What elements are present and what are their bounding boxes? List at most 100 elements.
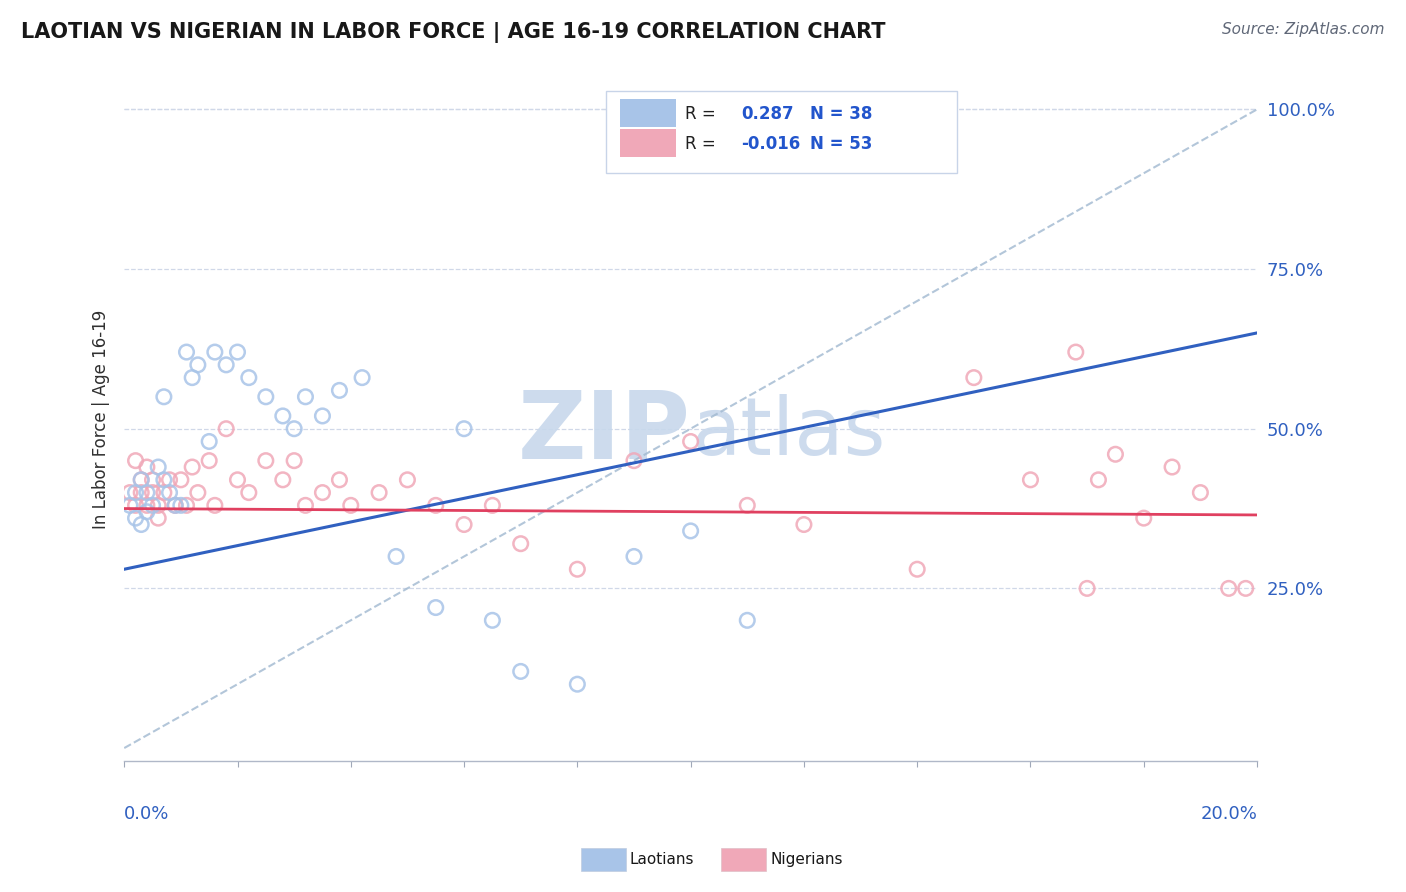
Point <box>328 473 350 487</box>
Point <box>1019 473 1042 487</box>
Text: N = 53: N = 53 <box>810 135 872 153</box>
Point <box>135 505 157 519</box>
Point <box>481 499 503 513</box>
Point <box>328 384 350 398</box>
Point <box>129 485 152 500</box>
Point <box>187 485 209 500</box>
Point <box>135 485 157 500</box>
Point <box>159 485 181 500</box>
Point <box>623 549 645 564</box>
Point <box>129 473 152 487</box>
Point <box>567 677 589 691</box>
FancyBboxPatch shape <box>620 99 676 128</box>
Point <box>735 613 758 627</box>
Point <box>254 390 277 404</box>
Point <box>124 499 146 513</box>
Point <box>679 434 702 449</box>
Point <box>368 485 391 500</box>
Point <box>148 460 170 475</box>
Point <box>1132 511 1154 525</box>
Point <box>153 390 176 404</box>
Text: atlas: atlas <box>690 393 884 472</box>
Point <box>453 422 475 436</box>
Point <box>176 499 198 513</box>
Point <box>215 358 238 372</box>
Point <box>352 370 374 384</box>
Text: R =: R = <box>685 104 716 123</box>
Text: Source: ZipAtlas.com: Source: ZipAtlas.com <box>1222 22 1385 37</box>
Point <box>118 499 141 513</box>
Point <box>509 665 531 679</box>
Point <box>141 499 163 513</box>
Point <box>1087 473 1109 487</box>
Point <box>148 511 170 525</box>
Point <box>679 524 702 538</box>
FancyBboxPatch shape <box>620 128 676 157</box>
Point <box>129 473 152 487</box>
Point <box>254 453 277 467</box>
Point <box>283 453 305 467</box>
Point <box>294 499 316 513</box>
Point <box>153 485 176 500</box>
Point <box>238 370 260 384</box>
Point <box>793 517 815 532</box>
Point <box>118 485 141 500</box>
Point <box>1076 582 1098 596</box>
Point <box>153 473 176 487</box>
Y-axis label: In Labor Force | Age 16-19: In Labor Force | Age 16-19 <box>93 310 110 529</box>
Point <box>271 473 294 487</box>
Point <box>198 453 221 467</box>
Text: R =: R = <box>685 135 716 153</box>
Point <box>567 562 589 576</box>
Text: -0.016: -0.016 <box>741 135 801 153</box>
Text: LAOTIAN VS NIGERIAN IN LABOR FORCE | AGE 16-19 CORRELATION CHART: LAOTIAN VS NIGERIAN IN LABOR FORCE | AGE… <box>21 22 886 44</box>
Point <box>311 409 333 423</box>
Point <box>187 358 209 372</box>
Point <box>283 422 305 436</box>
Point <box>509 537 531 551</box>
Point <box>623 453 645 467</box>
Point <box>425 600 447 615</box>
Point <box>271 409 294 423</box>
Point <box>396 473 419 487</box>
Point <box>339 499 361 513</box>
Point <box>238 485 260 500</box>
Point <box>198 434 221 449</box>
Text: ZIP: ZIP <box>517 387 690 479</box>
Point <box>124 511 146 525</box>
Point <box>215 422 238 436</box>
Point <box>226 345 249 359</box>
Point <box>165 499 187 513</box>
Point <box>204 499 226 513</box>
Text: Nigerians: Nigerians <box>770 853 844 867</box>
Point <box>204 345 226 359</box>
Text: Laotians: Laotians <box>630 853 695 867</box>
Point <box>1189 485 1212 500</box>
Point <box>735 499 758 513</box>
Point <box>135 460 157 475</box>
Point <box>226 473 249 487</box>
Point <box>311 485 333 500</box>
Point <box>170 499 193 513</box>
Point <box>141 485 163 500</box>
Point <box>159 473 181 487</box>
Text: 0.0%: 0.0% <box>124 805 170 823</box>
Point <box>385 549 408 564</box>
Point <box>425 499 447 513</box>
Point <box>148 499 170 513</box>
Text: N = 38: N = 38 <box>810 104 872 123</box>
Point <box>453 517 475 532</box>
FancyBboxPatch shape <box>606 91 957 173</box>
Point <box>181 460 204 475</box>
Point <box>1218 582 1240 596</box>
Point <box>181 370 204 384</box>
Point <box>141 473 163 487</box>
Point <box>1161 460 1184 475</box>
Text: 20.0%: 20.0% <box>1201 805 1257 823</box>
Point <box>905 562 928 576</box>
Point <box>170 473 193 487</box>
Point <box>1064 345 1087 359</box>
Point <box>124 453 146 467</box>
Point <box>963 370 986 384</box>
Point <box>1104 447 1126 461</box>
